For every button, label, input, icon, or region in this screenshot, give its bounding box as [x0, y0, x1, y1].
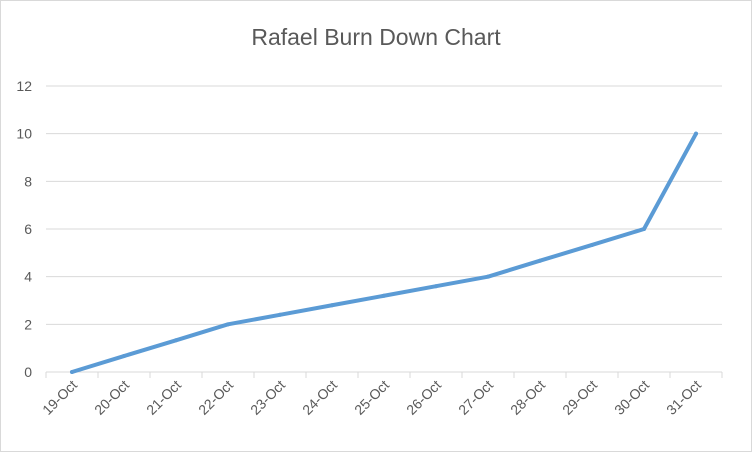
y-tick-label: 2 [24, 316, 32, 332]
y-tick-label: 0 [24, 364, 32, 380]
x-tick-label: 24-Oct [299, 377, 340, 418]
series-line-0 [70, 131, 698, 374]
chart-title: Rafael Burn Down Chart [251, 24, 501, 50]
y-tick-label: 10 [16, 126, 32, 142]
series-layer [70, 131, 698, 374]
x-axis-ticks: 19-Oct 20-Oct 21-Oct 22-Oct 23-Oct 24-Oct 25-O… [39, 372, 723, 418]
y-axis-ticks: 0 2 4 6 8 10 12 [16, 78, 32, 380]
x-tick-label: 20-Oct [91, 377, 132, 418]
x-tick-label: 27-Oct [455, 377, 496, 418]
data-point [174, 338, 178, 343]
x-tick-label: 23-Oct [247, 377, 288, 418]
data-point [330, 303, 334, 308]
data-point [694, 131, 698, 136]
x-tick-label: 19-Oct [39, 377, 80, 418]
y-tick-label: 6 [24, 221, 32, 237]
y-tick-label: 12 [16, 78, 32, 94]
data-point [122, 354, 126, 359]
data-point [538, 258, 542, 263]
data-point [382, 293, 386, 298]
x-tick-label: 28-Oct [507, 377, 548, 418]
gridlines [46, 85, 722, 373]
data-point [486, 274, 490, 279]
x-tick-label: 30-Oct [611, 377, 652, 418]
y-tick-label: 4 [24, 269, 32, 285]
x-tick-label: 29-Oct [559, 377, 600, 418]
data-point [642, 227, 646, 231]
data-point [434, 284, 438, 289]
data-point [590, 242, 594, 247]
x-tick-label: 22-Oct [195, 377, 236, 418]
x-tick-label: 21-Oct [143, 377, 184, 418]
x-tick-label: 26-Oct [403, 377, 444, 418]
data-point [226, 322, 230, 327]
x-tick-label: 31-Oct [663, 377, 704, 418]
data-point [70, 370, 74, 374]
y-tick-label: 8 [24, 173, 32, 189]
data-point [278, 312, 282, 317]
x-tick-label: 25-Oct [351, 377, 392, 418]
